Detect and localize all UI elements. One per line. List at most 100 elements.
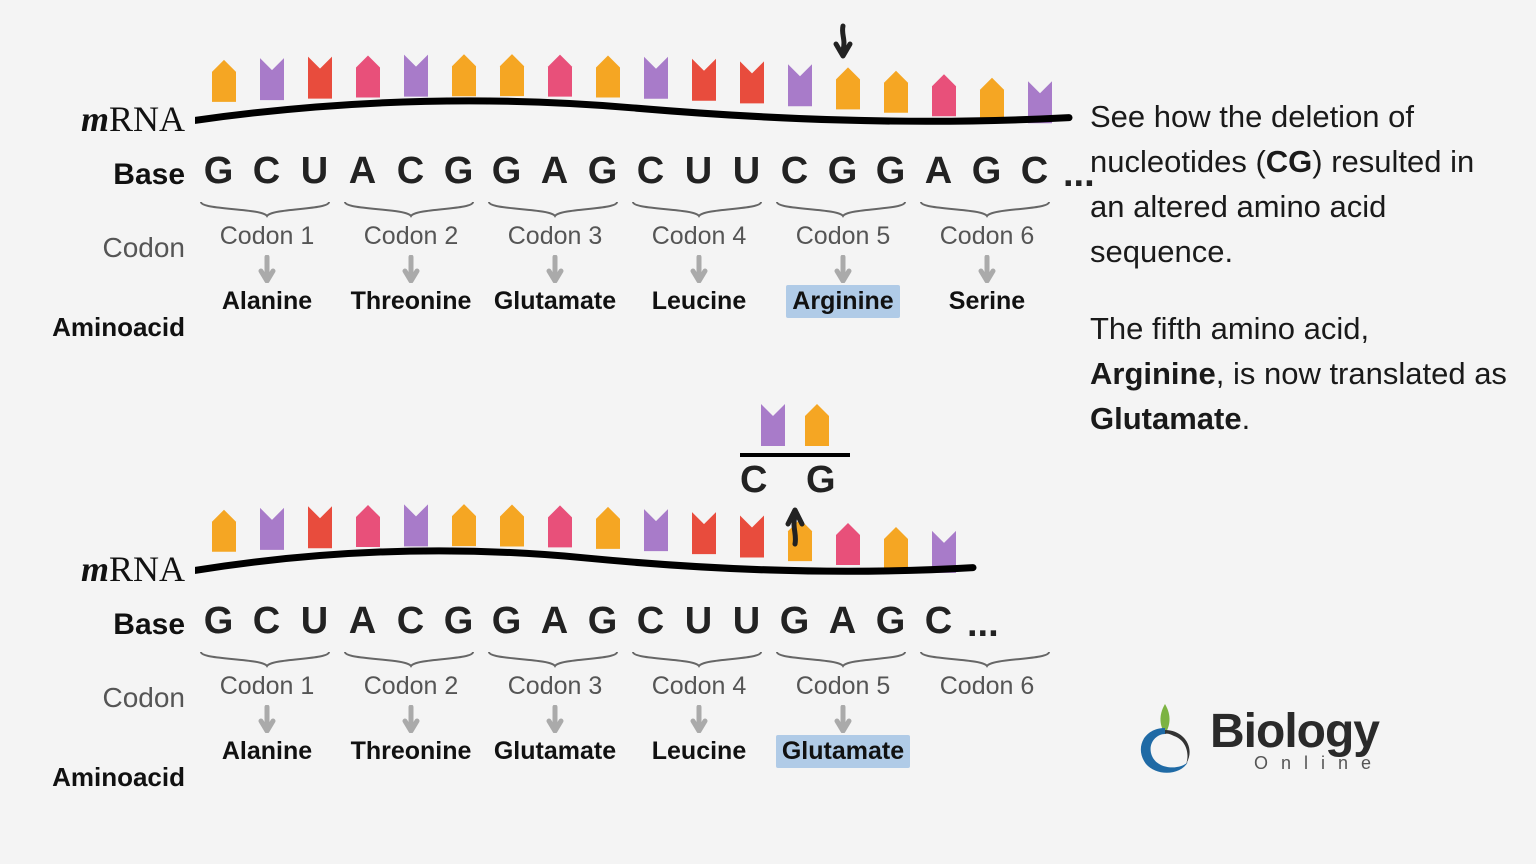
codon-arrow-icon	[257, 705, 277, 733]
base-letter: G	[579, 600, 627, 648]
base-letter: C	[771, 150, 819, 198]
mrna-backbone	[195, 50, 1079, 140]
logo-text: Biology O n l i n e	[1210, 704, 1379, 774]
codon-arrow-icon	[401, 705, 421, 733]
codon-bracket-icon	[771, 650, 915, 670]
codon-label: Codon 2	[339, 672, 483, 701]
codon-bracket-icon	[483, 200, 627, 220]
codon-arrow-icon	[257, 255, 277, 283]
base-letter: A	[339, 600, 387, 648]
base-letter: A	[531, 150, 579, 198]
codon-group: Codon 6	[915, 650, 1059, 701]
base-letter: C	[627, 150, 675, 198]
codon-bracket-icon	[195, 200, 339, 220]
base-letter: G	[867, 600, 915, 648]
base-letter: G	[483, 600, 531, 648]
amino-acid-name: Glutamate	[488, 735, 622, 768]
base-letter: G	[819, 150, 867, 198]
amino-acid-name: Alanine	[216, 735, 318, 768]
base-letter: C	[387, 600, 435, 648]
codon-label: Codon 3	[483, 672, 627, 701]
base-letter: G	[195, 600, 243, 648]
base-letter: U	[723, 150, 771, 198]
base-letter: C	[387, 150, 435, 198]
codon-bracket-icon	[627, 650, 771, 670]
base-letter: G	[867, 150, 915, 198]
deleted-base-2: G	[806, 459, 850, 501]
codon-bracket-icon	[915, 200, 1059, 220]
base-letter: G	[195, 150, 243, 198]
codon-label: Codon 4	[627, 672, 771, 701]
codon-arrow-icon	[833, 705, 853, 733]
amino-acid-name: Alanine	[216, 285, 318, 318]
text-bold-arginine: Arginine	[1090, 356, 1216, 391]
deleted-fragment: C G	[740, 398, 850, 555]
logo-icon	[1130, 700, 1200, 778]
base-letter: C	[627, 600, 675, 648]
deleted-fragment-bases-icon	[745, 398, 845, 448]
codon-arrow-icon	[545, 255, 565, 283]
base-letter: C	[243, 150, 291, 198]
base-letter: A	[531, 600, 579, 648]
codon-bracket-icon	[339, 200, 483, 220]
codon-arrow-icon	[401, 255, 421, 283]
base-letter: G	[435, 150, 483, 198]
codon-label: Codon 4	[627, 222, 771, 251]
text-fragment: , is now translated as	[1216, 356, 1507, 391]
base-letter: G	[435, 600, 483, 648]
explanation-para-2: The fifth amino acid, Arginine, is now t…	[1090, 307, 1510, 442]
base-letter: G	[483, 150, 531, 198]
amino-acid-name: Glutamate	[488, 285, 622, 318]
codon-group: Codon 6 Serine	[915, 200, 1059, 318]
codon-label: Codon 2	[339, 222, 483, 251]
codon-arrow-icon	[689, 705, 709, 733]
base-letter: A	[915, 150, 963, 198]
codon-bracket-icon	[771, 200, 915, 220]
codon-group: Codon 3 Glutamate	[483, 200, 627, 318]
diagram-area: mRNA Base Codon Aminoacid GCUACGGAGCUUCG…	[20, 20, 1080, 840]
codon-arrow-icon	[977, 255, 997, 283]
codon-label: Codon 6	[915, 222, 1059, 251]
amino-acid-name: Glutamate	[776, 735, 910, 768]
base-letters-row: GCUACGGAGCUUGAGC...	[195, 600, 999, 648]
deletion-pointer-up-icon	[775, 504, 815, 550]
text-bold-glutamate: Glutamate	[1090, 401, 1242, 436]
deleted-base-1: C	[740, 459, 781, 501]
base-letter: U	[675, 600, 723, 648]
codon-group: Codon 1 Alanine	[195, 650, 339, 768]
explanation-para-1: See how the deletion of nucleotides (CG)…	[1090, 95, 1510, 275]
codon-label: Codon 1	[195, 222, 339, 251]
amino-acid-name: Leucine	[646, 735, 752, 768]
amino-acid-name: Threonine	[345, 285, 478, 318]
codon-label: Codon 6	[915, 672, 1059, 701]
base-letters-row: GCUACGGAGCUUCGGAGC...	[195, 150, 1095, 198]
codon-group: Codon 4 Leucine	[627, 650, 771, 768]
logo-name: Biology	[1210, 704, 1379, 759]
amino-acid-name: Threonine	[345, 735, 478, 768]
biology-online-logo: Biology O n l i n e	[1130, 700, 1379, 778]
base-letter: U	[675, 150, 723, 198]
base-letter: G	[579, 150, 627, 198]
amino-acid-name: Serine	[943, 285, 1031, 318]
mrna-backbone	[195, 500, 983, 590]
codon-label: Codon 5	[771, 672, 915, 701]
codon-group: Codon 5 Glutamate	[771, 650, 915, 768]
codon-bracket-icon	[915, 650, 1059, 670]
base-letter: G	[963, 150, 1011, 198]
codon-label: Codon 1	[195, 672, 339, 701]
codon-group: Codon 4 Leucine	[627, 200, 771, 318]
base-letter: A	[819, 600, 867, 648]
codon-group: Codon 5 Arginine	[771, 200, 915, 318]
codon-group: Codon 3 Glutamate	[483, 650, 627, 768]
amino-acid-name: Arginine	[786, 285, 899, 318]
explanation-text: See how the deletion of nucleotides (CG)…	[1090, 95, 1510, 474]
codon-bracket-icon	[195, 650, 339, 670]
text-bold-cg: CG	[1266, 144, 1313, 179]
codon-label: Codon 5	[771, 222, 915, 251]
codon-arrow-icon	[833, 255, 853, 283]
text-fragment: .	[1242, 401, 1251, 436]
amino-acid-name: Leucine	[646, 285, 752, 318]
codon-arrow-icon	[545, 705, 565, 733]
codon-group: Codon 2 Threonine	[339, 200, 483, 318]
base-letter: C	[915, 600, 963, 648]
